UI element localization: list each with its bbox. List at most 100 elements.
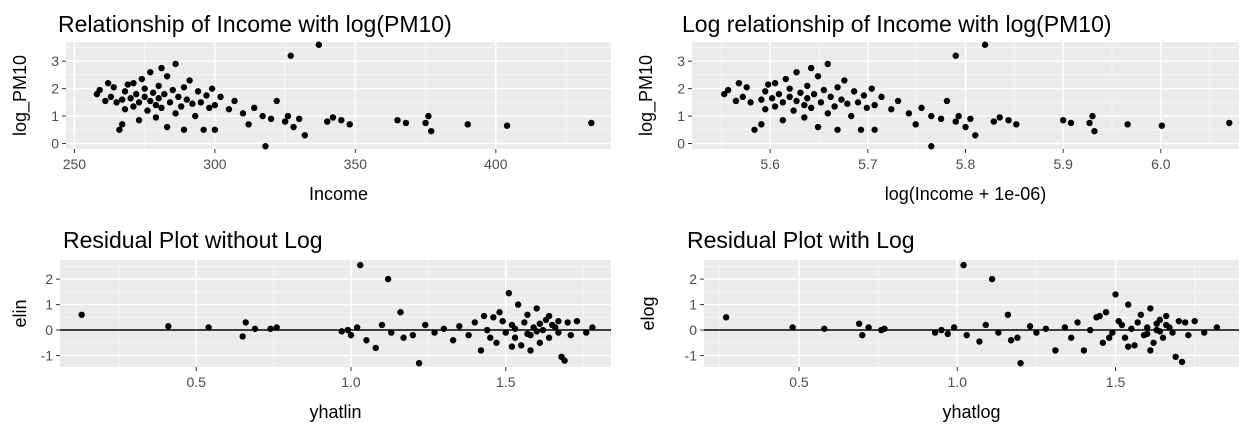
data-point (1128, 325, 1135, 332)
data-point (158, 104, 165, 112)
data-point (758, 121, 765, 128)
data-point (172, 110, 179, 117)
data-point (938, 326, 945, 334)
data-point (147, 97, 154, 105)
data-point (127, 95, 134, 102)
data-point (1005, 116, 1012, 124)
data-point (810, 90, 818, 98)
data-point (555, 317, 562, 325)
data-point (868, 85, 875, 92)
data-point (273, 97, 280, 105)
data-point (409, 331, 417, 339)
data-point (771, 103, 779, 110)
data-point (859, 331, 866, 339)
data-point (107, 93, 115, 101)
x-tick-label: 1.0 (948, 374, 968, 390)
data-point (762, 88, 769, 95)
data-point (1004, 311, 1012, 318)
data-point (782, 75, 789, 83)
y-axis-label: elog (638, 296, 658, 330)
data-point (110, 84, 117, 91)
y-tick-label: 3 (677, 53, 685, 69)
data-point (821, 325, 828, 332)
plot-panel-3: Residual Plot without Log 0.5 1.0 1.5 -1 0 1 2 y… (10, 227, 611, 422)
data-point (912, 121, 919, 128)
data-point (203, 92, 210, 99)
data-point (1096, 312, 1103, 320)
y-axis-label: elin (10, 299, 30, 327)
data-point (888, 106, 895, 113)
chart-title: Residual Plot with Log (687, 227, 915, 253)
data-point (536, 320, 544, 327)
data-point (324, 118, 331, 125)
y-axis-label: log_PM10 (636, 55, 657, 136)
data-point (527, 347, 534, 354)
data-point (793, 68, 800, 76)
x-axis-label: log(Income + 1e-06) (885, 184, 1047, 204)
x-tick-label: 300 (203, 156, 227, 172)
data-point (972, 132, 979, 139)
data-point (545, 334, 553, 341)
data-point (1134, 319, 1141, 326)
data-point (372, 344, 379, 352)
data-point (1156, 328, 1164, 335)
data-point (894, 97, 902, 105)
data-point (208, 85, 216, 92)
data-point (797, 89, 804, 96)
data-point (402, 119, 410, 127)
data-point (838, 96, 845, 103)
data-point (281, 118, 289, 125)
data-point (138, 75, 146, 83)
data-point (981, 41, 989, 48)
data-point (931, 329, 939, 336)
data-point (225, 106, 233, 113)
data-point (493, 339, 500, 346)
data-point (521, 319, 528, 326)
x-tick-label: 5.9 (1053, 156, 1073, 172)
data-point (561, 357, 568, 364)
data-point (848, 112, 855, 120)
data-point (464, 121, 471, 128)
data-point (197, 99, 205, 106)
y-tick-label: 1 (689, 297, 697, 313)
data-point (928, 143, 935, 150)
data-point (502, 329, 509, 336)
data-point (118, 96, 126, 103)
data-point (982, 321, 989, 329)
x-axis-label: yhatlin (309, 402, 361, 422)
data-point (918, 104, 925, 112)
data-point (295, 115, 303, 123)
data-point (397, 309, 404, 316)
data-point (721, 90, 728, 98)
data-point (764, 81, 772, 88)
x-axis-label: Income (309, 184, 368, 204)
data-point (205, 324, 212, 331)
data-point (988, 275, 996, 283)
data-point (273, 324, 280, 331)
data-point (831, 103, 838, 110)
data-point (505, 289, 513, 297)
data-point (124, 81, 132, 88)
data-point (1185, 331, 1192, 339)
data-point (1143, 330, 1151, 338)
data-point (1178, 358, 1186, 366)
chart-title: Residual Plot without Log (63, 227, 323, 253)
data-point (1059, 116, 1067, 124)
data-point (217, 93, 224, 101)
data-point (96, 86, 103, 94)
data-point (267, 325, 274, 332)
data-point (834, 84, 841, 91)
data-point (338, 116, 345, 124)
data-point (814, 123, 822, 131)
data-point (1068, 334, 1075, 341)
data-point (206, 104, 213, 112)
data-point (944, 330, 951, 338)
data-point (1014, 334, 1021, 341)
y-tick-label: -1 (41, 348, 54, 364)
data-point (177, 103, 185, 110)
data-point (722, 314, 730, 321)
data-point (1226, 119, 1233, 127)
data-point (183, 96, 190, 103)
data-point (440, 325, 448, 332)
data-point (863, 104, 871, 112)
